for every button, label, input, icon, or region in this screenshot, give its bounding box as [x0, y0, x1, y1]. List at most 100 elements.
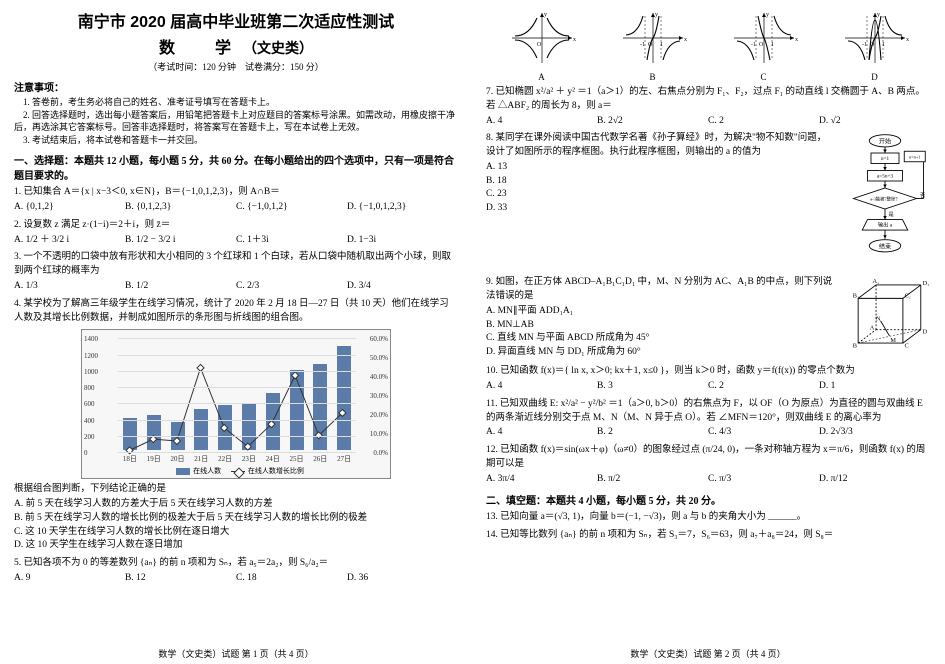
svg-text:C₁: C₁	[905, 293, 911, 300]
q7-opt-d: D. √2	[819, 115, 930, 129]
q2-opt-b: B. 1/2 − 3/2 i	[125, 234, 236, 248]
svg-text:N: N	[876, 316, 881, 323]
svg-text:M: M	[890, 338, 896, 345]
exam-info: （考试时间：120 分钟 试卷满分：150 分）	[14, 60, 458, 73]
svg-text:y: y	[877, 12, 880, 18]
chart-legend: 在线人数 在线人数增长比例	[82, 466, 390, 476]
footer-page-1: 数学（文史类）试题 第 1 页（共 4 页）	[0, 647, 472, 660]
q10-opt-c: C. 2	[708, 380, 819, 394]
q2-opt-a: A. 1/2 ＋ 3/2 i	[14, 234, 125, 248]
q7-opt-c: C. 2	[708, 115, 819, 129]
footer-page-2: 数学（文史类）试题 第 2 页（共 4 页）	[472, 647, 944, 660]
svg-text:D₁: D₁	[923, 280, 930, 287]
question-13: 13. 已知向量 a＝(√3, 1)，向量 b＝(−1, −√3)，则 a 与 …	[486, 511, 930, 525]
question-2: 2. 设复数 z 满足 z·(1−i)＝2＋i，则 z̄＝ A. 1/2 ＋ 3…	[14, 219, 458, 248]
q10-opt-a: A. 4	[486, 380, 597, 394]
svg-text:O: O	[759, 42, 764, 48]
svg-text:-1: -1	[640, 42, 645, 48]
q3-opt-b: B. 1/2	[125, 280, 236, 294]
q9-opt-c: C. 直线 MN 与平面 ABCD 所成角为 45°	[486, 332, 806, 346]
q8-opt-c: C. 23	[486, 188, 786, 202]
q4-analysis-head: 根据组合图判断，下列结论正确的是	[14, 483, 458, 497]
svg-text:-1: -1	[751, 42, 756, 48]
svg-text:a-3能被7整除？: a-3能被7整除？	[870, 196, 900, 203]
question-10: 10. 已知函数 f(x)＝{ ln x, x＞0; kx＋1, x≤0 }，则…	[486, 365, 930, 394]
question-8: 开始 n=1 a=5n+3 a-3能被7整除？ 否 n=n+1 是 输出 a 结…	[486, 132, 930, 272]
flowchart-diagram: 开始 n=1 a=5n+3 a-3能被7整除？ 否 n=n+1 是 输出 a 结…	[840, 132, 930, 272]
graph-option-d: xyO -11	[840, 8, 910, 68]
svg-text:输出 a: 输出 a	[878, 221, 893, 229]
q5-opt-a: A. 9	[14, 572, 125, 586]
svg-text:B₁: B₁	[853, 293, 859, 300]
graph-option-b: xyO -11	[618, 8, 688, 68]
q8-opt-a: A. 13	[486, 161, 786, 175]
q12-opt-b: B. π/2	[597, 473, 708, 487]
svg-text:B: B	[853, 343, 857, 350]
q4-opt-b: B. 前 5 天在线学习人数的增长比例的极差大于后 5 天在线学习人数的增长比例…	[14, 512, 458, 526]
svg-text:O: O	[537, 42, 542, 48]
svg-text:A: A	[870, 325, 875, 332]
svg-text:y: y	[766, 12, 769, 18]
svg-text:x: x	[684, 37, 687, 43]
q9-opt-a: A. MN∥平面 ADD₁A₁	[486, 305, 806, 319]
note-1: 1. 答卷前，考生务必将自己的姓名、准考证号填写在答题卡上。	[14, 96, 458, 109]
cube-diagram: BC B₁C₁ A₁D₁ DA MN	[840, 276, 930, 361]
q3-opt-d: D. 3/4	[347, 280, 458, 294]
svg-text:x: x	[906, 37, 909, 43]
note-2: 2. 回答选择题时，选出每小题答案后，用铅笔把答题卡上对应题目的答案标号涂黑。如…	[14, 109, 458, 134]
svg-text:1: 1	[882, 42, 885, 48]
q5-opt-d: D. 36	[347, 572, 458, 586]
page-2: x y O A x y O -1 1 B	[472, 0, 944, 664]
q11-opt-b: B. 2	[597, 426, 708, 440]
q6-option-graphs: xyO A xyO -11 B	[486, 8, 930, 82]
graph-option-a: x y O	[507, 8, 577, 68]
question-11: 11. 已知双曲线 E: x²/a² − y²/b² ＝1（a＞0, b＞0）的…	[486, 398, 930, 440]
legend-bar-swatch	[176, 468, 190, 475]
graph-option-c: x y O -1 1	[729, 8, 799, 68]
svg-text:开始: 开始	[879, 138, 891, 146]
svg-text:y: y	[655, 12, 658, 18]
part1-head: 一、选择题：本题共 12 小题，每小题 5 分，共 60 分。在每小题给出的四个…	[14, 152, 458, 182]
q2-opt-c: C. 1＋3i	[236, 234, 347, 248]
page-1: 南宁市 2020 届高中毕业班第二次适应性测试 数 学（文史类） （考试时间：1…	[0, 0, 472, 664]
q5-opt-c: C. 18	[236, 572, 347, 586]
exam-title: 南宁市 2020 届高中毕业班第二次适应性测试	[14, 8, 458, 32]
q2-opt-d: D. 1−3i	[347, 234, 458, 248]
question-4: 4. 某学校为了解高三年级学生在线学习情况，统计了 2020 年 2 月 18 …	[14, 298, 458, 553]
svg-text:结束: 结束	[879, 243, 891, 251]
legend-line-swatch	[231, 471, 245, 472]
svg-text:a=5n+3: a=5n+3	[877, 174, 894, 180]
q4-opt-d: D. 这 10 天学生在线学习人数在逐日增加	[14, 539, 458, 553]
q8-opt-b: B. 18	[486, 175, 786, 189]
svg-text:x: x	[795, 37, 798, 43]
svg-text:1: 1	[771, 42, 774, 48]
q12-opt-c: C. π/3	[708, 473, 819, 487]
svg-text:否: 否	[920, 192, 926, 199]
notes-head: 注意事项：	[14, 79, 458, 94]
svg-text:n=1: n=1	[881, 156, 890, 162]
q1-opt-b: B. {0,1,2,3}	[125, 201, 236, 215]
q1-opt-a: A. {0,1,2}	[14, 201, 125, 215]
q11-opt-a: A. 4	[486, 426, 597, 440]
notes-block: 1. 答卷前，考生务必将自己的姓名、准考证号填写在答题卡上。 2. 回答选择题时…	[14, 96, 458, 146]
question-12: 12. 已知函数 f(x)＝sin(ωx＋φ)（ω≠0）的图象经过点 (π/24…	[486, 444, 930, 486]
q4-opt-a: A. 前 5 天在线学习人数的方差大于后 5 天在线学习人数的方差	[14, 498, 458, 512]
q3-opt-c: C. 2/3	[236, 280, 347, 294]
combo-chart: 在线人数 在线人数增长比例 02004006008001000120014000…	[81, 329, 391, 479]
svg-text:-1: -1	[862, 42, 867, 48]
question-3: 3. 一个不透明的口袋中放有形状和大小相同的 3 个红球和 1 个白球，若从口袋…	[14, 251, 458, 293]
question-14: 14. 已知等比数列 {aₙ} 的前 n 项和为 Sₙ，若 S₃＝7，S₆＝63…	[486, 529, 930, 543]
q1-opt-d: D. {−1,0,1,2,3}	[347, 201, 458, 215]
q3-opt-a: A. 1/3	[14, 280, 125, 294]
svg-text:D: D	[923, 329, 928, 336]
q10-opt-b: B. 3	[597, 380, 708, 394]
q10-opt-d: D. 1	[819, 380, 930, 394]
subject-title: 数 学（文史类）	[14, 34, 458, 58]
svg-text:x: x	[573, 37, 576, 43]
svg-text:A₁: A₁	[872, 278, 879, 285]
part2-head: 二、填空题：本题共 4 小题，每小题 5 分，共 20 分。	[486, 492, 930, 507]
svg-text:1: 1	[660, 42, 663, 48]
q11-opt-d: D. 2√3/3	[819, 426, 930, 440]
svg-text:y: y	[544, 12, 547, 18]
q12-opt-a: A. 3π/4	[486, 473, 597, 487]
